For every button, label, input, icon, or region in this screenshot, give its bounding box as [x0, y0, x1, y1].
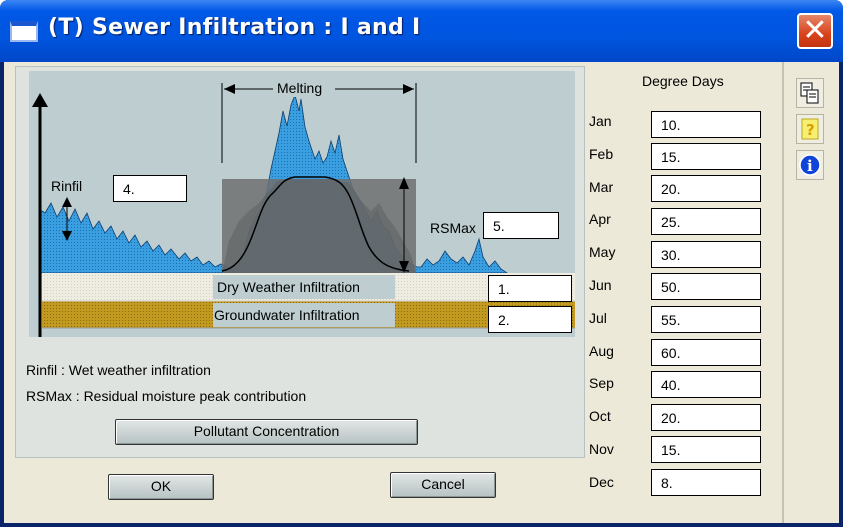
melting-label: Melting [277, 80, 322, 96]
degree-days-input-oct[interactable]: 20. [651, 404, 761, 431]
month-label-mar: Mar [589, 179, 614, 195]
dialog-client: Rinfil RSMax Melting [4, 62, 839, 523]
melting-overlay-peaks [222, 179, 416, 273]
window-icon [10, 21, 38, 42]
melting-arrow-left [224, 84, 235, 94]
degree-days-input-nov[interactable]: 15. [651, 436, 761, 463]
rinfil-description: Rinfil : Wet weather infiltration [26, 362, 211, 378]
degree-days-input-jan[interactable]: 10. [651, 111, 761, 138]
rinfil-arrow-head [62, 231, 72, 241]
window-title: (T) Sewer Infiltration : I and I [48, 15, 421, 40]
month-label-may: May [589, 244, 616, 260]
month-label-jan: Jan [589, 113, 612, 129]
melt-curve [221, 176, 410, 272]
ok-button[interactable]: OK [108, 474, 214, 500]
degree-days-input-dec[interactable]: 8. [651, 469, 761, 496]
side-toolbar: ? i [790, 67, 835, 513]
month-label-apr: Apr [589, 211, 611, 227]
month-label-oct: Oct [589, 408, 611, 424]
copy-icon [800, 82, 819, 104]
degree-days-input-may[interactable]: 30. [651, 241, 761, 268]
groundwater-input[interactable]: 2. [488, 306, 572, 333]
copy-button[interactable] [796, 78, 824, 108]
month-label-jun: Jun [589, 277, 612, 293]
infiltration-diagram: Rinfil RSMax Melting [29, 71, 575, 337]
infiltration-panel: Rinfil RSMax Melting [15, 66, 585, 458]
month-label-feb: Feb [589, 146, 614, 162]
groundwater-label: Groundwater Infiltration [214, 307, 360, 323]
melting-arrow-right [403, 84, 414, 94]
degree-days-input-jun[interactable]: 50. [651, 273, 761, 300]
close-button[interactable]: ✕ [797, 13, 833, 49]
svg-text:i: i [807, 157, 813, 175]
groundwater-label-box [213, 303, 395, 327]
info-button[interactable]: i [796, 150, 824, 180]
degree-days-input-jul[interactable]: 55. [651, 306, 761, 333]
cancel-button[interactable]: Cancel [390, 472, 496, 498]
svg-text:?: ? [806, 121, 815, 139]
y-axis-arrow [32, 93, 48, 107]
degree-days-input-apr[interactable]: 25. [651, 208, 761, 235]
melting-label-bg [273, 79, 335, 97]
pollutant-concentration-button[interactable]: Pollutant Concentration [115, 419, 418, 445]
month-label-aug: Aug [589, 343, 614, 359]
rinfil-label: Rinfil [51, 178, 82, 194]
month-label-jul: Jul [589, 310, 607, 326]
degree-days-input-feb[interactable]: 15. [651, 143, 761, 170]
month-label-dec: Dec [589, 474, 614, 490]
help-icon: ? [801, 118, 819, 140]
side-separator [782, 62, 784, 523]
rsmax-input[interactable]: 5. [483, 212, 559, 239]
help-button[interactable]: ? [796, 114, 824, 144]
degree-days-input-sep[interactable]: 40. [651, 371, 761, 398]
title-bar[interactable]: (T) Sewer Infiltration : I and I ✕ [0, 0, 843, 62]
rinfil-input[interactable]: 4. [113, 175, 187, 202]
month-label-sep: Sep [589, 375, 614, 391]
rsmax-arrow-top [399, 177, 409, 189]
close-icon: ✕ [802, 13, 828, 48]
rsmax-description: RSMax : Residual moisture peak contribut… [26, 388, 307, 404]
rsmax-arrow-bottom [399, 261, 409, 273]
dry-weather-input[interactable]: 1. [488, 275, 572, 302]
dry-weather-label: Dry Weather Infiltration [217, 279, 360, 295]
rinfil-arrow-tail [62, 197, 72, 207]
rsmax-label: RSMax [430, 220, 476, 236]
info-icon: i [799, 154, 821, 176]
degree-days-input-aug[interactable]: 60. [651, 339, 761, 366]
dry-weather-label-box [213, 275, 395, 299]
month-label-nov: Nov [589, 441, 614, 457]
degree-days-title: Degree Days [642, 73, 724, 89]
degree-days-input-mar[interactable]: 20. [651, 175, 761, 202]
